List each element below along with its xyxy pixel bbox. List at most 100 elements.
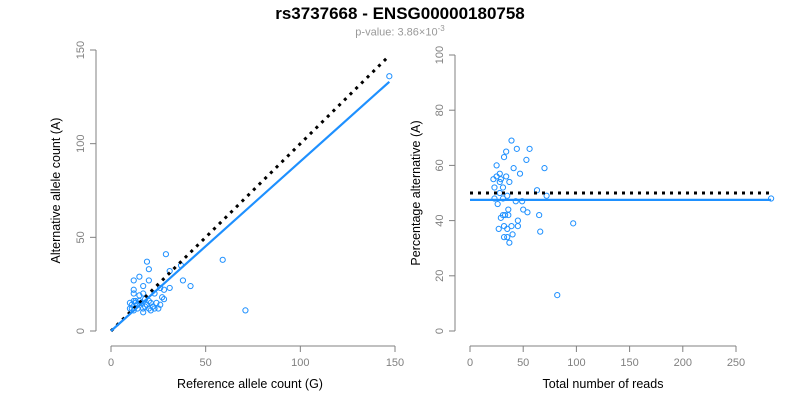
right-data-point xyxy=(509,231,516,238)
left-x-tick-label: 50 xyxy=(200,357,212,369)
left-data-point xyxy=(219,256,226,263)
left-y-tick-label: 150 xyxy=(75,41,87,59)
right-x-tick-label: 150 xyxy=(620,357,638,369)
left-data-point xyxy=(155,305,162,312)
left-data-point xyxy=(143,258,151,265)
right-data-point xyxy=(504,234,511,241)
right-data-point xyxy=(499,195,507,202)
left-data-point xyxy=(136,273,143,280)
left-data-point xyxy=(159,294,166,301)
right-data-point xyxy=(541,165,548,172)
right-data-point xyxy=(491,195,498,202)
right-data-point xyxy=(496,170,503,177)
right-x-axis-title: Total number of reads xyxy=(543,377,664,391)
left-data-point xyxy=(145,266,152,273)
right-data-point xyxy=(516,170,524,177)
left-data-point xyxy=(130,290,137,297)
right-data-point xyxy=(514,223,521,230)
left-data-point xyxy=(162,251,170,258)
right-data-point xyxy=(500,223,508,230)
right-data-point xyxy=(496,189,503,197)
right-data-point xyxy=(491,184,498,191)
left-x-axis-title: Reference allele count (G) xyxy=(177,377,323,391)
right-data-point xyxy=(508,137,515,144)
left-data-point xyxy=(145,277,152,284)
chart-title: rs3737668 - ENSG00000180758 xyxy=(275,4,525,23)
right-data-point xyxy=(508,223,515,230)
right-data-point xyxy=(510,165,517,172)
right-data-point xyxy=(496,178,503,186)
right-y-axis-title: Percentage alternative (A) xyxy=(409,120,423,265)
right-data-point xyxy=(495,225,502,232)
right-x-tick-label: 50 xyxy=(517,357,529,369)
right-data-point xyxy=(526,145,533,152)
right-data-point xyxy=(570,220,577,227)
right-y-tick-label: 0 xyxy=(434,328,446,334)
right-data-point xyxy=(500,154,508,161)
left-x-tick-label: 0 xyxy=(108,357,114,369)
left-data-point xyxy=(187,282,194,290)
right-data-point xyxy=(520,206,527,213)
left-data-point xyxy=(140,309,147,316)
left-x-tick-label: 150 xyxy=(386,357,404,369)
right-data-point xyxy=(523,156,530,163)
right-data-point xyxy=(500,234,508,241)
right-data-point xyxy=(533,187,541,194)
right-data-point xyxy=(543,192,550,199)
right-y-tick-label: 100 xyxy=(434,46,446,64)
right-data-point xyxy=(506,178,513,186)
left-data-point xyxy=(166,284,173,292)
right-data-point xyxy=(503,148,510,155)
left-y-tick-label: 100 xyxy=(75,134,87,152)
right-data-point xyxy=(514,217,521,224)
right-data-point xyxy=(768,195,775,202)
right-y-tick-label: 80 xyxy=(434,104,446,116)
left-data-point xyxy=(130,277,137,284)
left-data-point xyxy=(386,73,393,80)
right-x-tick-label: 250 xyxy=(727,357,745,369)
right-x-tick-label: 100 xyxy=(567,357,585,369)
left-y-axis-title: Alternative allele count (A) xyxy=(49,118,63,264)
left-data-point xyxy=(151,305,158,312)
right-x-tick-label: 200 xyxy=(674,357,692,369)
fit-line xyxy=(110,80,391,332)
right-data-point xyxy=(519,198,526,205)
right-y-tick-label: 20 xyxy=(434,270,446,282)
left-y-tick-label: 0 xyxy=(75,328,87,334)
left-x-tick-label: 100 xyxy=(291,357,309,369)
left-data-point xyxy=(153,299,160,306)
right-data-point xyxy=(504,192,511,199)
left-data-point xyxy=(136,297,143,305)
right-data-point xyxy=(502,211,509,219)
right-data-point xyxy=(513,145,520,152)
right-data-point xyxy=(505,211,512,219)
left-data-point xyxy=(140,282,147,290)
right-data-point xyxy=(554,292,561,299)
right-data-point xyxy=(503,173,510,180)
chart-subtitle: p-value: 3.86×10-3 xyxy=(0,24,800,39)
right-data-point xyxy=(497,214,504,221)
right-data-point xyxy=(505,206,512,213)
right-data-point xyxy=(524,209,531,216)
right-y-tick-label: 40 xyxy=(434,214,446,226)
left-data-point xyxy=(179,277,187,284)
left-data-point xyxy=(132,297,139,305)
right-data-point xyxy=(506,239,513,246)
left-y-tick-label: 50 xyxy=(75,231,87,243)
p-value-text: p-value: 3.86×10 xyxy=(355,26,438,39)
left-data-point xyxy=(242,307,249,314)
right-data-point xyxy=(512,198,519,205)
left-data-point xyxy=(160,296,168,303)
right-data-point xyxy=(499,184,507,191)
right-y-tick-label: 60 xyxy=(434,159,446,171)
right-data-point xyxy=(493,162,500,169)
left-data-point xyxy=(130,286,137,293)
right-data-point xyxy=(537,228,544,235)
right-data-point xyxy=(494,200,501,208)
right-data-point xyxy=(497,176,504,183)
right-data-point xyxy=(536,211,543,219)
right-x-tick-label: 0 xyxy=(467,357,473,369)
p-value-exponent: -3 xyxy=(437,24,445,33)
reference-line-identity xyxy=(109,54,391,333)
